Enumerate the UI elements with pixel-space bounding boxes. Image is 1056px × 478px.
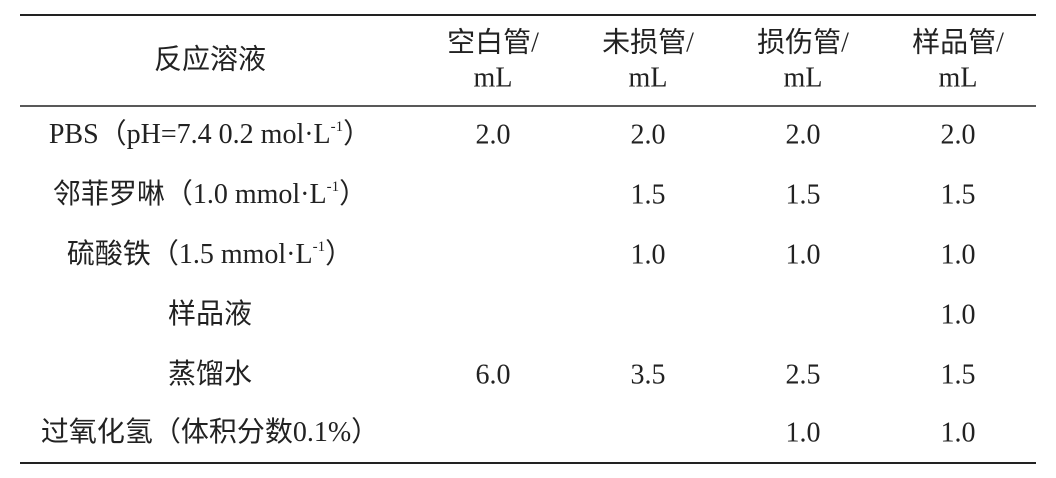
cell-value: 2.0 bbox=[476, 119, 511, 150]
header-cell: 反应溶液 bbox=[154, 43, 266, 75]
header-cell: mL bbox=[629, 62, 668, 93]
cell-value: 1.0 bbox=[631, 239, 666, 270]
cell-value: 1.5 bbox=[786, 179, 821, 210]
label-text: 蒸馏水 bbox=[168, 358, 252, 390]
cell-value: 2.0 bbox=[786, 119, 821, 150]
row-label: 蒸馏水 bbox=[168, 358, 252, 390]
label-tail: ） bbox=[325, 238, 353, 270]
label-text: PBS（pH=7.4 0.2 mol·L bbox=[49, 118, 331, 150]
label-text: 过氧化氢（体积分数0.1%） bbox=[41, 416, 379, 448]
header-cell: mL bbox=[784, 62, 823, 93]
cell-value: 1.5 bbox=[631, 179, 666, 210]
cell-value: 2.0 bbox=[941, 119, 976, 150]
label-tail: ） bbox=[343, 118, 371, 150]
header-cell: 样品管/ bbox=[912, 26, 1004, 58]
cell-value: 1.0 bbox=[941, 299, 976, 330]
cell-value: 1.0 bbox=[786, 417, 821, 448]
label-text: 硫酸铁（1.5 mmol·L bbox=[67, 238, 313, 270]
label-tail: ） bbox=[339, 178, 367, 210]
header-cell: 未损管/ bbox=[602, 26, 694, 58]
header-cell: 损伤管/ bbox=[757, 26, 849, 58]
label-superscript: -1 bbox=[327, 179, 340, 195]
cell-value: 1.0 bbox=[786, 239, 821, 270]
header-cell: mL bbox=[474, 62, 513, 93]
header-cell: 空白管/ bbox=[447, 26, 539, 58]
label-superscript: -1 bbox=[313, 239, 326, 255]
header-cell: mL bbox=[939, 62, 978, 93]
cell-value: 1.0 bbox=[941, 239, 976, 270]
label-text: 样品液 bbox=[168, 298, 252, 330]
cell-value: 2.5 bbox=[786, 359, 821, 390]
row-label: 过氧化氢（体积分数0.1%） bbox=[41, 416, 379, 448]
row-label: 样品液 bbox=[168, 298, 252, 330]
cell-value: 3.5 bbox=[631, 359, 666, 390]
cell-value: 1.5 bbox=[941, 359, 976, 390]
row-label: 邻菲罗啉（1.0 mmol·L-1） bbox=[53, 178, 367, 210]
cell-value: 1.5 bbox=[941, 179, 976, 210]
cell-value: 2.0 bbox=[631, 119, 666, 150]
row-label: 硫酸铁（1.5 mmol·L-1） bbox=[67, 238, 353, 270]
label-text: 邻菲罗啉（1.0 mmol·L bbox=[53, 178, 327, 210]
row-label: PBS（pH=7.4 0.2 mol·L-1） bbox=[49, 118, 371, 150]
cell-value: 1.0 bbox=[941, 417, 976, 448]
cell-value: 6.0 bbox=[476, 359, 511, 390]
label-superscript: -1 bbox=[331, 119, 344, 135]
